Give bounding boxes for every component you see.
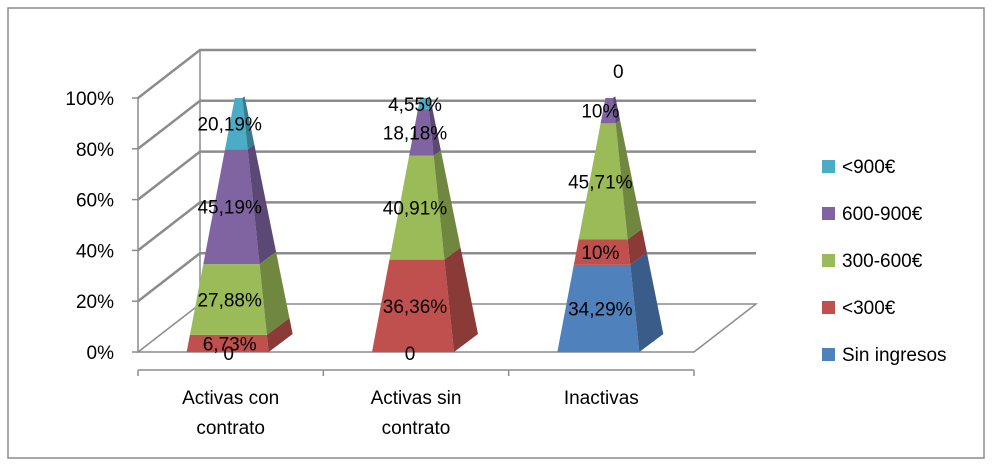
pyramid-segment-side: [427, 96, 433, 110]
pyramid-segment-side: [259, 251, 290, 335]
legend-label: Sin ingresos: [842, 345, 947, 366]
pyramid-segment-side: [615, 120, 643, 240]
pyramid-segment-front: [409, 109, 434, 156]
pyramid-segment-side: [613, 96, 621, 124]
pyramid-segment-front: [557, 264, 640, 352]
data-label: 10%: [581, 102, 619, 123]
pyramid-segment-front: [389, 155, 445, 260]
legend-label: <300€: [842, 298, 896, 319]
y-tick-label: 100%: [65, 89, 114, 110]
category-label: contrato: [196, 418, 265, 439]
pyramid-segment-side: [444, 247, 478, 352]
pyramid-segment-front: [189, 264, 267, 335]
pyramid-segment-front: [417, 98, 429, 110]
data-label: 10%: [581, 243, 619, 264]
pyramid-segment-front: [186, 334, 269, 352]
data-label: 34,29%: [568, 299, 633, 320]
y-tick-label: 40%: [76, 241, 114, 262]
data-label: 36,36%: [383, 297, 448, 318]
data-label: 0: [613, 62, 624, 83]
pyramid-segment-side: [627, 228, 647, 265]
data-label: 6,73%: [203, 334, 257, 355]
y-tick-label: 80%: [76, 140, 114, 161]
legend-label: <900€: [842, 157, 896, 178]
category-label: Activas sin: [371, 388, 462, 409]
pyramid-segment-front: [600, 98, 616, 124]
pyramid-segment-side: [433, 150, 461, 260]
legend-swatch: [822, 254, 835, 267]
chart-walls: [135, 48, 759, 353]
pyramid-segment-side: [266, 318, 293, 352]
data-label: 40,91%: [383, 199, 448, 220]
pyramid-segment-front: [372, 259, 454, 352]
data-label: 18,18%: [383, 124, 448, 145]
data-label-zero: 0: [405, 344, 416, 365]
category-label: Inactivas: [564, 388, 639, 409]
y-tick-label: 20%: [76, 292, 114, 313]
data-label: 20,19%: [197, 115, 262, 136]
y-tick-label: 60%: [76, 191, 114, 212]
pyramid-segment-front: [203, 149, 260, 265]
pyramid-segment-side: [242, 96, 255, 150]
pyramid-segment-front: [573, 239, 631, 265]
category-label: contrato: [382, 418, 451, 439]
floor: [135, 303, 759, 353]
pyramid-segment-side: [428, 107, 441, 156]
y-tick-label: 0%: [87, 343, 115, 364]
category-label: Activas con: [182, 388, 279, 409]
x-axis: Activas con contrato Activas sin contrato In…: [137, 369, 695, 439]
legend-label: 300-600€: [842, 251, 923, 272]
pyramid-segment-front: [578, 123, 628, 240]
data-label-zero: 0: [223, 344, 234, 365]
legend-swatch: [822, 301, 835, 314]
pyramids: [186, 96, 664, 352]
pyramid-segment-side: [630, 252, 664, 352]
data-label: 45,19%: [197, 198, 262, 219]
pyramid-segment-front: [225, 98, 248, 150]
y-axis: 0% 20% 40% 60% 80% 100%: [65, 89, 138, 364]
legend-label: 600-900€: [842, 204, 923, 225]
data-label: 4,55%: [388, 95, 442, 116]
data-label: 27,88%: [197, 290, 262, 311]
data-labels: 6,73% 27,88% 45,19% 20,19% 36,36% 40,91% 18,18…: [197, 62, 632, 365]
legend: <900€ 600-900€ 300-600€ <300€ Sin ingresos: [822, 157, 947, 366]
legend-swatch: [822, 160, 835, 173]
legend-swatch: [822, 207, 835, 220]
data-label: 45,71%: [568, 172, 633, 193]
legend-swatch: [822, 348, 835, 361]
pyramid-segment-side: [247, 144, 277, 265]
chart-border: [7, 7, 985, 459]
